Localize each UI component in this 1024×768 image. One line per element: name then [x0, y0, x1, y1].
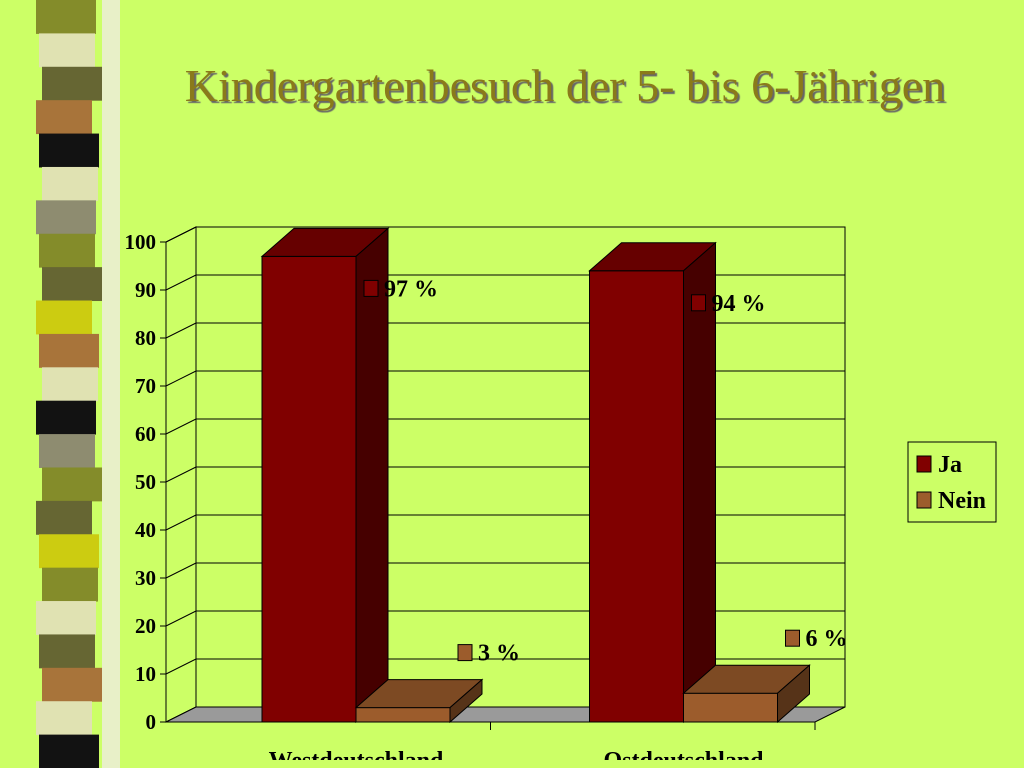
gridline-side — [165, 658, 197, 675]
data-label: 94 % — [712, 291, 766, 317]
y-tick-label: 50 — [135, 470, 156, 494]
stripe-block — [39, 333, 99, 368]
gridline-side — [165, 370, 197, 387]
gridline-side — [165, 514, 197, 531]
stripe-highlight — [102, 0, 120, 768]
stripe-block — [36, 500, 92, 535]
stripe-block — [36, 300, 92, 335]
bar-front — [683, 692, 778, 723]
stripe-block — [36, 200, 96, 235]
bar-chart: 0 10 20 30 40 50 60 70 80 90 100 97 % 3 % Westdeutsch… — [125, 226, 997, 760]
slide-title: Kindergartenbesuch der 5- bis 6-Jährigen — [184, 60, 946, 111]
stripe-block — [36, 601, 96, 635]
decorative-stripe-band — [36, 0, 120, 768]
stripe-block — [42, 467, 102, 502]
bar-nein-ostdeutschland — [682, 664, 811, 724]
y-tick-label: 70 — [135, 374, 156, 398]
y-tick-label: 10 — [135, 662, 156, 686]
stripe-block — [36, 0, 96, 34]
stripe-block — [42, 367, 98, 402]
data-label-key — [691, 294, 706, 312]
stripe-block — [36, 701, 92, 736]
data-label-key — [457, 644, 473, 662]
gridline-side — [165, 274, 197, 291]
bar-ja-ostdeutschland — [588, 241, 717, 724]
stripe-block — [39, 233, 95, 268]
legend-label-ja: Ja — [938, 452, 962, 478]
y-tick-label: 90 — [135, 278, 156, 302]
gridline-side — [165, 562, 197, 579]
legend: Ja Nein — [907, 441, 997, 523]
legend-key-ja — [916, 455, 932, 473]
y-tick-label: 20 — [135, 614, 156, 638]
stripe-block — [36, 400, 96, 435]
y-tick-label: 0 — [146, 710, 157, 734]
x-tick-label: Westdeutschland — [269, 748, 444, 760]
data-label: 3 % — [478, 641, 520, 667]
stripe-block — [39, 534, 99, 569]
gridline-side — [165, 322, 197, 339]
stripe-block — [42, 567, 98, 602]
stripe-block — [42, 66, 102, 101]
bar-nein-westdeutschland — [354, 678, 484, 724]
gridline-side — [165, 226, 197, 243]
stripe-block — [39, 734, 99, 768]
stripe-block — [42, 166, 98, 201]
stripe-block — [42, 267, 102, 302]
bar-front — [355, 707, 451, 723]
y-tick-label: 40 — [135, 518, 156, 542]
y-tick-label: 100 — [125, 230, 157, 254]
bar-side — [777, 664, 810, 724]
stripe-block — [39, 634, 95, 669]
gridline-side — [165, 418, 197, 435]
bar-side — [449, 678, 483, 724]
data-label-key — [363, 279, 379, 297]
legend-box — [907, 441, 997, 523]
x-tick-label: Ostdeutschland — [603, 748, 764, 760]
gridline-side — [165, 466, 197, 483]
data-label-key — [785, 629, 800, 647]
data-label: 6 % — [806, 626, 848, 652]
stripe-block — [39, 133, 99, 168]
bar-front — [589, 270, 684, 723]
y-tick-label: 80 — [135, 326, 156, 350]
y-tick-label: 30 — [135, 566, 156, 590]
legend-label-nein: Nein — [938, 488, 986, 514]
bar-front — [261, 255, 357, 723]
legend-key-nein — [916, 491, 932, 509]
stripe-block — [39, 33, 95, 68]
y-tick-label: 60 — [135, 422, 156, 446]
data-label: 97 % — [384, 276, 438, 302]
gridline-side — [165, 610, 197, 627]
stripe-block — [39, 434, 95, 468]
bar-ja-westdeutschland — [260, 227, 390, 724]
stripe-block — [42, 667, 102, 702]
stripe-block — [36, 100, 92, 135]
bar-side — [355, 227, 389, 724]
